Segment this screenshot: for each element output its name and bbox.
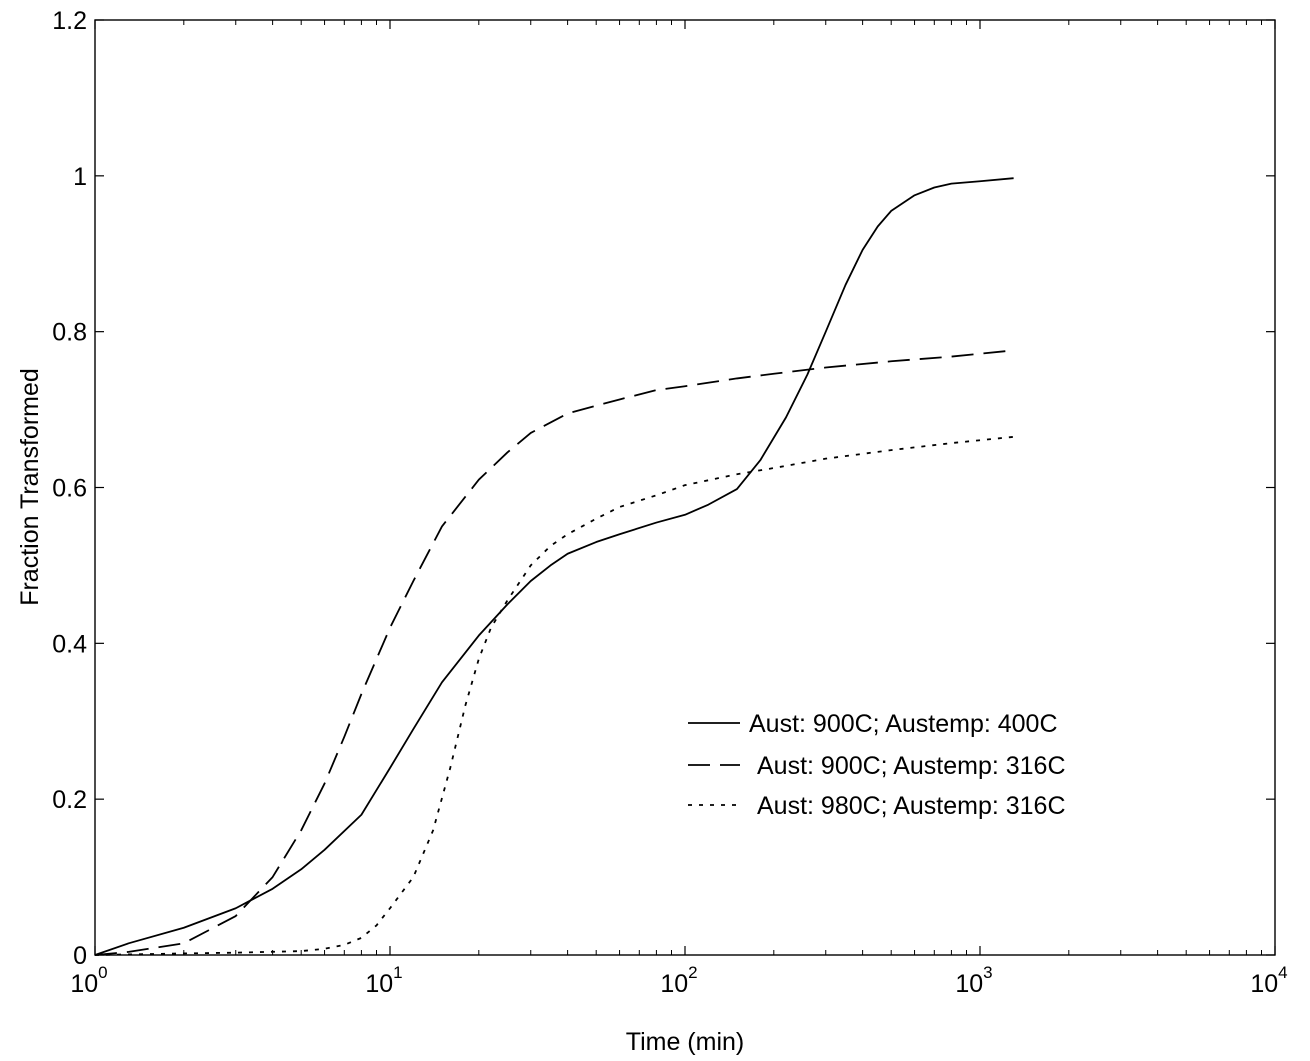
axis-ticks: 100 101 102 103 104 0 0.2 0.4 0.6 0.8 1 1.2 [52, 7, 1287, 998]
legend-label-1: Aust: 900C; Austemp: 400C [749, 710, 1058, 738]
x-tick-label: 101 [365, 963, 402, 998]
x-axis-title: Time (min) [626, 1028, 745, 1056]
legend-label-3: Aust: 980C; Austemp: 316C [757, 792, 1066, 820]
legend-label-2: Aust: 900C; Austemp: 316C [757, 752, 1066, 780]
x-tick-label: 103 [955, 963, 992, 998]
series-line-3 [94, 435, 1014, 956]
y-tick-label: 0 [73, 942, 87, 970]
y-tick-label: 1.2 [52, 7, 87, 35]
x-tick-label: 104 [1250, 963, 1287, 998]
y-tick-label: 0.4 [52, 630, 87, 658]
legend: Aust: 900C; Austemp: 400C Aust: 900C; Aus… [688, 710, 1066, 820]
y-axis-title: Fraction Transformed [16, 368, 44, 606]
plot-frame [94, 19, 1276, 956]
x-tick-label: 102 [660, 963, 697, 998]
y-tick-label: 0.8 [52, 319, 87, 347]
x-tick-label: 100 [70, 963, 107, 998]
series-line-2 [94, 349, 1014, 956]
series-line-1 [94, 177, 1014, 956]
y-tick-label: 0.2 [52, 786, 87, 814]
y-tick-label: 0.6 [52, 475, 87, 503]
series-lines [94, 177, 1014, 956]
y-tick-label: 1 [73, 163, 87, 191]
